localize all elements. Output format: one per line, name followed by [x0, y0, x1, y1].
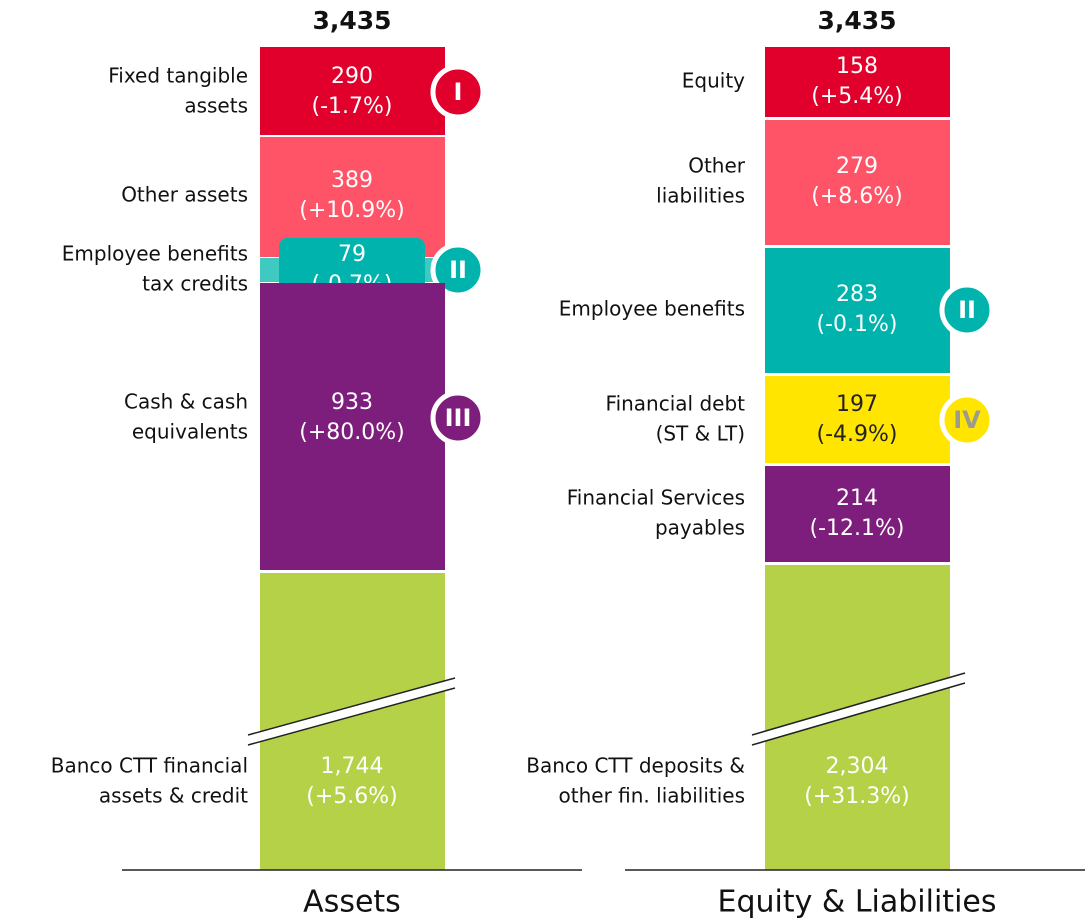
- segment-change: (-12.1%): [810, 516, 905, 541]
- segment: [765, 565, 950, 870]
- badge: [430, 64, 486, 120]
- segment-value: 389: [331, 168, 373, 193]
- badge: [939, 282, 995, 338]
- segment: [260, 47, 445, 135]
- segment: [765, 248, 950, 373]
- segment-label: Financial Services: [567, 486, 745, 510]
- segment-label: Banco CTT deposits &: [526, 754, 745, 778]
- segment-change: (-0.1%): [817, 312, 898, 337]
- panel-title: Assets: [303, 885, 401, 920]
- segment-label: tax credits: [142, 272, 248, 296]
- break-line: [247, 687, 456, 746]
- badge-text: III: [445, 404, 472, 432]
- badge-text: I: [454, 78, 463, 106]
- segment-change: (+5.6%): [306, 784, 398, 809]
- segment-value: 283: [836, 282, 878, 307]
- segment-change: (-4.9%): [817, 422, 898, 447]
- segment-label: Banco CTT financial: [51, 754, 248, 778]
- segment-label: (ST & LT): [656, 422, 745, 446]
- segment-label: Cash & cash: [124, 390, 248, 414]
- segment-label: Other: [688, 154, 746, 178]
- badge: [939, 392, 995, 448]
- segment-label: liabilities: [656, 184, 745, 208]
- segment-value: 1,744: [321, 754, 384, 779]
- segment-label: Equity: [682, 69, 745, 93]
- segment-value: 214: [836, 486, 878, 511]
- segment-label: Employee benefits: [62, 242, 248, 266]
- badge-text: IV: [953, 406, 981, 434]
- segment-value: 2,304: [826, 754, 889, 779]
- segment-label: assets: [184, 94, 248, 118]
- segment-change: (+31.3%): [804, 784, 910, 809]
- break-gap: [246, 678, 457, 745]
- segment-label: other fin. liabilities: [559, 784, 745, 808]
- segment-label: Other assets: [121, 183, 248, 207]
- badge: [430, 390, 486, 446]
- panel-title: Equity & Liabilities: [718, 885, 997, 920]
- segment-value: 279: [836, 154, 878, 179]
- segment: [765, 47, 950, 117]
- segment: [260, 573, 445, 870]
- segment: [260, 137, 445, 257]
- segment-label: assets & credit: [99, 784, 248, 808]
- segment: [260, 283, 445, 570]
- segment-value: 933: [331, 390, 373, 415]
- segment-change: (+8.6%): [811, 184, 903, 209]
- segment-value: 290: [331, 64, 373, 89]
- break-line: [247, 677, 456, 736]
- segment: [765, 466, 950, 562]
- segment-value: 197: [836, 392, 878, 417]
- segment-change: (+10.9%): [299, 198, 405, 223]
- segment: [765, 120, 950, 245]
- badge-text: II: [958, 296, 976, 324]
- total: 3,435: [312, 6, 391, 35]
- break-line: [751, 672, 966, 736]
- break-gap: [750, 673, 967, 745]
- badge: [430, 242, 486, 298]
- segment-label: equivalents: [132, 420, 248, 444]
- segment-change: (+80.0%): [299, 420, 405, 445]
- segment-value: 79: [338, 242, 366, 267]
- segment-label: Employee benefits: [559, 297, 745, 321]
- segment-label: payables: [655, 516, 745, 540]
- segment-change: (+5.4%): [811, 84, 903, 109]
- badge-text: II: [449, 256, 467, 284]
- segment-label: Fixed tangible: [108, 64, 248, 88]
- segment-label: Financial debt: [606, 392, 746, 416]
- total: 3,435: [817, 6, 896, 35]
- segment: [765, 376, 950, 463]
- segment-change: (-1.7%): [312, 94, 393, 119]
- segment-value: 158: [836, 54, 878, 79]
- break-line: [751, 682, 966, 746]
